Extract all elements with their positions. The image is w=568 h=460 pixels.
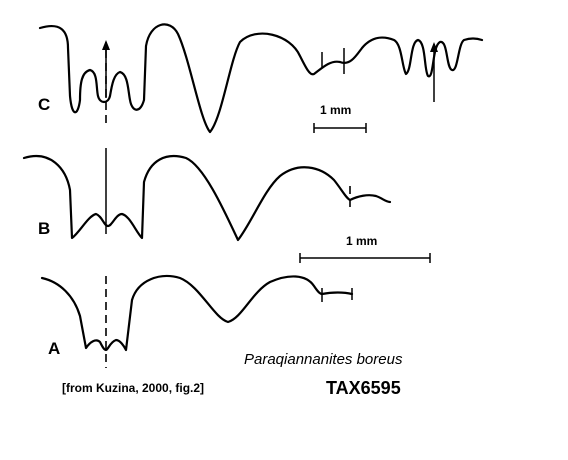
suture-c: C <box>38 24 482 132</box>
scale-bar-lower: 1 mm <box>300 234 430 263</box>
citation: [from Kuzina, 2000, fig.2] <box>62 381 204 395</box>
suture-c-arrow-head <box>102 40 110 50</box>
scale-bar-upper-label: 1 mm <box>320 103 351 117</box>
suture-a-curve <box>42 276 352 350</box>
tax-id: TAX6595 <box>326 378 401 398</box>
label-c: C <box>38 95 50 114</box>
label-b: B <box>38 219 50 238</box>
suture-b-curve <box>24 156 390 240</box>
scale-bar-lower-label: 1 mm <box>346 234 377 248</box>
scale-bar-upper: 1 mm <box>314 103 366 133</box>
label-a: A <box>48 339 60 358</box>
species-name: Paraqiannanites boreus <box>244 351 403 368</box>
suture-b: B <box>24 148 390 240</box>
